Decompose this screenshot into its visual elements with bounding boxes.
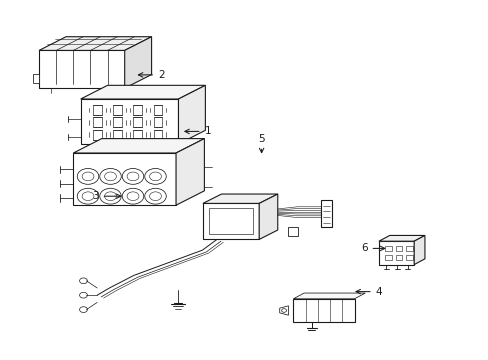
Polygon shape xyxy=(293,293,365,299)
Text: 6: 6 xyxy=(360,243,384,253)
Polygon shape xyxy=(133,130,142,140)
Polygon shape xyxy=(73,153,176,205)
Polygon shape xyxy=(39,37,151,50)
Text: 2: 2 xyxy=(138,70,164,80)
Polygon shape xyxy=(153,105,162,115)
Polygon shape xyxy=(113,130,122,140)
Polygon shape xyxy=(73,139,204,153)
Polygon shape xyxy=(113,117,122,127)
Polygon shape xyxy=(93,117,102,127)
Polygon shape xyxy=(81,99,178,144)
Polygon shape xyxy=(203,203,259,239)
Polygon shape xyxy=(176,139,204,205)
Polygon shape xyxy=(133,117,142,127)
Text: 3: 3 xyxy=(92,191,121,201)
Polygon shape xyxy=(378,235,424,241)
Polygon shape xyxy=(93,130,102,140)
Polygon shape xyxy=(203,194,277,203)
Polygon shape xyxy=(124,37,151,88)
Polygon shape xyxy=(279,306,288,315)
Text: 5: 5 xyxy=(258,134,264,153)
Polygon shape xyxy=(178,85,205,144)
Polygon shape xyxy=(81,85,205,99)
Text: 4: 4 xyxy=(355,287,382,297)
Polygon shape xyxy=(413,235,424,265)
Polygon shape xyxy=(287,226,298,235)
Polygon shape xyxy=(133,105,142,115)
Polygon shape xyxy=(39,50,124,88)
Text: 1: 1 xyxy=(184,126,211,136)
Polygon shape xyxy=(259,194,277,239)
Polygon shape xyxy=(153,117,162,127)
Polygon shape xyxy=(320,199,331,226)
Polygon shape xyxy=(33,74,39,83)
Polygon shape xyxy=(153,130,162,140)
Polygon shape xyxy=(113,105,122,115)
Polygon shape xyxy=(93,105,102,115)
Polygon shape xyxy=(293,299,354,322)
Polygon shape xyxy=(378,241,413,265)
